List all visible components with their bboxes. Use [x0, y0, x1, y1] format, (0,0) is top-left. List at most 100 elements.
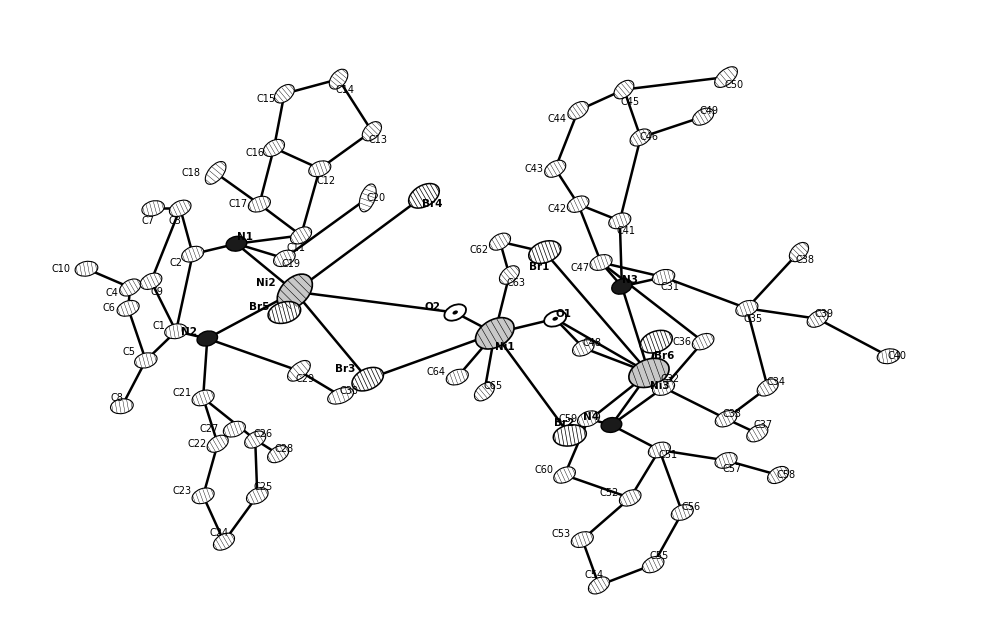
Text: C32: C32 — [660, 374, 679, 384]
Ellipse shape — [553, 425, 586, 446]
Text: C41: C41 — [617, 226, 636, 236]
Text: C23: C23 — [173, 486, 192, 496]
Ellipse shape — [169, 200, 191, 216]
Text: C30: C30 — [339, 386, 358, 396]
Text: C54: C54 — [584, 570, 603, 580]
Ellipse shape — [223, 421, 245, 437]
Text: C65: C65 — [483, 381, 502, 391]
Text: C20: C20 — [366, 193, 386, 203]
Ellipse shape — [554, 467, 575, 483]
Ellipse shape — [444, 304, 466, 321]
Ellipse shape — [545, 160, 566, 177]
Text: C2: C2 — [170, 258, 183, 268]
Text: Ni3: Ni3 — [650, 381, 669, 391]
Ellipse shape — [573, 340, 594, 356]
Ellipse shape — [274, 84, 294, 103]
Ellipse shape — [747, 425, 768, 442]
Ellipse shape — [601, 418, 622, 432]
Text: C38: C38 — [796, 256, 815, 266]
Text: N2: N2 — [181, 328, 197, 338]
Text: C5: C5 — [123, 347, 136, 357]
Ellipse shape — [609, 213, 631, 229]
Ellipse shape — [692, 334, 714, 350]
Text: C18: C18 — [181, 168, 200, 178]
Ellipse shape — [274, 250, 295, 266]
Text: C55: C55 — [650, 551, 669, 561]
Text: C53: C53 — [552, 529, 571, 539]
Text: C49: C49 — [700, 106, 719, 116]
Ellipse shape — [629, 358, 669, 387]
Text: C16: C16 — [246, 148, 265, 158]
Text: C36: C36 — [673, 337, 692, 347]
Text: N4: N4 — [583, 412, 599, 422]
Ellipse shape — [207, 435, 228, 452]
Ellipse shape — [789, 242, 809, 262]
Ellipse shape — [409, 184, 439, 208]
Ellipse shape — [135, 352, 157, 368]
Text: C58: C58 — [777, 470, 796, 480]
Ellipse shape — [328, 388, 354, 404]
Ellipse shape — [619, 490, 641, 506]
Ellipse shape — [529, 241, 561, 263]
Text: Br3: Br3 — [335, 364, 355, 374]
Text: C31: C31 — [660, 282, 679, 292]
Text: C19: C19 — [281, 259, 300, 269]
Ellipse shape — [75, 261, 98, 276]
Ellipse shape — [245, 431, 266, 448]
Ellipse shape — [192, 488, 214, 504]
Text: C37: C37 — [754, 420, 773, 430]
Text: N1: N1 — [237, 232, 253, 242]
Text: C39: C39 — [814, 309, 833, 319]
Ellipse shape — [630, 129, 651, 146]
Text: C64: C64 — [427, 367, 446, 377]
Ellipse shape — [612, 279, 632, 294]
Text: C52: C52 — [600, 488, 619, 498]
Text: C46: C46 — [639, 132, 658, 142]
Text: N3: N3 — [622, 275, 638, 285]
Ellipse shape — [268, 301, 301, 324]
Ellipse shape — [309, 161, 331, 177]
Ellipse shape — [120, 279, 141, 296]
Text: C11: C11 — [286, 243, 305, 253]
Ellipse shape — [213, 533, 235, 550]
Ellipse shape — [263, 139, 285, 156]
Ellipse shape — [693, 108, 714, 125]
Text: C7: C7 — [141, 216, 154, 226]
Text: C22: C22 — [187, 439, 207, 449]
Ellipse shape — [577, 411, 600, 427]
Text: C17: C17 — [229, 199, 248, 209]
Ellipse shape — [715, 411, 737, 427]
Ellipse shape — [807, 310, 828, 328]
Text: C33: C33 — [723, 409, 742, 419]
Ellipse shape — [588, 577, 610, 594]
Text: C4: C4 — [105, 288, 118, 298]
Text: C57: C57 — [723, 464, 742, 474]
Text: C43: C43 — [525, 164, 544, 174]
Ellipse shape — [117, 301, 139, 316]
Text: C26: C26 — [254, 429, 273, 439]
Text: C9: C9 — [151, 287, 164, 297]
Text: C1: C1 — [153, 321, 166, 331]
Text: C14: C14 — [335, 84, 354, 94]
Ellipse shape — [446, 369, 468, 385]
Ellipse shape — [359, 184, 376, 212]
Ellipse shape — [757, 379, 778, 396]
Text: Br1: Br1 — [529, 262, 550, 272]
Ellipse shape — [552, 317, 558, 321]
Text: C42: C42 — [548, 204, 567, 214]
Ellipse shape — [226, 236, 247, 251]
Ellipse shape — [568, 101, 588, 119]
Text: C35: C35 — [744, 314, 763, 324]
Text: Br4: Br4 — [422, 199, 443, 209]
Text: Br5: Br5 — [249, 302, 270, 312]
Ellipse shape — [268, 446, 289, 462]
Ellipse shape — [248, 196, 270, 212]
Ellipse shape — [453, 311, 458, 314]
Text: C60: C60 — [534, 465, 553, 475]
Ellipse shape — [111, 399, 133, 414]
Ellipse shape — [277, 274, 312, 309]
Text: Br2: Br2 — [554, 418, 575, 428]
Text: Ni1: Ni1 — [495, 342, 515, 352]
Ellipse shape — [476, 318, 514, 349]
Text: O1: O1 — [556, 309, 572, 319]
